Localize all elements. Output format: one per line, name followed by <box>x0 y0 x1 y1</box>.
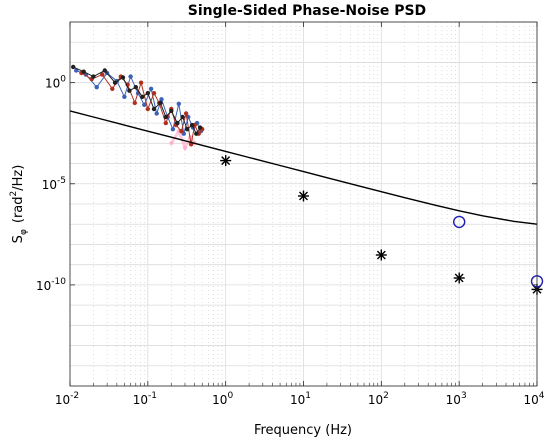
x-tick-label-exponent: 3 <box>461 391 467 401</box>
x-tick-label-exponent: 4 <box>539 391 545 401</box>
measured-point-dark <box>151 106 157 112</box>
y-label-units-exp: 2 <box>9 191 19 197</box>
x-tick-label: 103 <box>446 391 467 407</box>
star-marker-stroke <box>376 250 386 260</box>
measured-point-dark <box>197 125 203 130</box>
measured-point-dark <box>140 94 145 100</box>
measured-series-layer <box>71 64 205 147</box>
measured-point-dark <box>127 88 132 93</box>
x-tick-label-base: 10 <box>212 393 227 407</box>
x-tick-label-exponent: -2 <box>70 391 79 401</box>
y-tick-label-base: 10 <box>42 178 57 192</box>
measured-point-red <box>179 129 184 134</box>
measured-point-dark <box>102 68 108 73</box>
measured-series-line-red <box>81 72 203 145</box>
x-tick-label-base: 10 <box>290 393 305 407</box>
y-tick-label: 10-10 <box>36 277 66 293</box>
measured-point-red <box>151 91 157 96</box>
y-label-subscript: φ <box>19 229 29 235</box>
x-tick-label-base: 10 <box>55 393 70 407</box>
measured-point-dark <box>112 80 118 85</box>
measured-point-blue <box>128 74 133 79</box>
star-marker-stroke <box>299 191 308 201</box>
star-marker <box>375 249 387 261</box>
measured-point-dark <box>120 75 126 80</box>
fit-curve <box>69 110 538 225</box>
measured-point-red <box>110 86 115 92</box>
measured-point-blue <box>142 102 147 108</box>
measured-point-dark <box>175 120 180 126</box>
measured-point-dark <box>185 127 190 132</box>
measured-point-blue <box>122 94 127 100</box>
measured-point-red <box>183 111 189 116</box>
measured-point-dark <box>145 91 150 96</box>
measured-point-pink <box>182 145 188 150</box>
measured-point-dark <box>169 108 174 114</box>
measured-point-dark <box>189 122 195 128</box>
x-tick-label-exponent: 1 <box>305 391 311 401</box>
measured-point-red <box>132 100 137 106</box>
y-tick-label-base: 10 <box>45 77 60 91</box>
measured-point-blue <box>170 127 176 132</box>
measured-point-blue <box>148 86 154 92</box>
measured-point-dark <box>91 74 96 79</box>
y-tick-label-exponent: -10 <box>51 277 66 287</box>
measured-point-dark <box>81 69 86 74</box>
x-tick-label: 100 <box>212 391 233 407</box>
star-marker <box>220 155 232 167</box>
measured-point-red <box>138 80 144 85</box>
star-marker-stroke <box>454 273 464 283</box>
x-tick-label-exponent: 2 <box>383 391 389 401</box>
measured-point-dark <box>194 131 199 136</box>
measured-point-dark <box>180 114 185 120</box>
x-tick-label-base: 10 <box>368 393 383 407</box>
measured-point-blue <box>154 111 159 116</box>
measured-point-dark <box>163 114 168 120</box>
x-tick-label-exponent: 0 <box>227 391 233 401</box>
measured-point-red <box>163 120 168 126</box>
y-tick-label-exponent: 0 <box>60 75 66 85</box>
x-tick-label-base: 10 <box>523 393 538 407</box>
x-tick-label: 104 <box>523 391 544 407</box>
y-label-main: S <box>11 235 26 243</box>
x-tick-label: 10-2 <box>55 391 79 407</box>
x-tick-label: 101 <box>290 391 311 407</box>
x-tick-label-base: 10 <box>446 393 461 407</box>
measured-point-blue <box>74 68 79 73</box>
measured-point-dark <box>158 100 163 106</box>
y-tick-label-base: 10 <box>36 279 51 293</box>
chart-title: Single-Sided Phase-Noise PSD <box>188 3 426 19</box>
y-label-units-suffix: /Hz) <box>11 165 26 191</box>
measured-point-red <box>100 72 105 77</box>
circle-marker <box>453 215 466 229</box>
y-label-units-prefix: (rad <box>11 196 26 223</box>
x-axis-label: Frequency (Hz) <box>254 423 352 438</box>
measured-point-blue <box>159 97 164 102</box>
measured-point-pink <box>169 141 174 146</box>
x-tick-label-base: 10 <box>133 393 148 407</box>
measured-point-red <box>145 106 150 112</box>
y-tick-label-exponent: -5 <box>57 176 66 186</box>
y-tick-label: 100 <box>45 75 66 91</box>
measured-point-dark <box>71 64 76 70</box>
x-tick-label: 102 <box>368 391 389 407</box>
star-marker <box>298 190 309 202</box>
y-tick-label: 10-5 <box>42 176 66 192</box>
star-marker <box>453 272 465 284</box>
y-axis-label: Sφ (rad2/Hz) <box>9 165 29 244</box>
x-tick-label-exponent: -1 <box>148 391 157 401</box>
measured-point-blue <box>176 101 181 107</box>
x-tick-label: 10-1 <box>133 391 157 407</box>
star-marker-stroke <box>221 156 231 166</box>
measured-point-blue <box>94 85 99 90</box>
measured-point-dark <box>133 85 138 90</box>
